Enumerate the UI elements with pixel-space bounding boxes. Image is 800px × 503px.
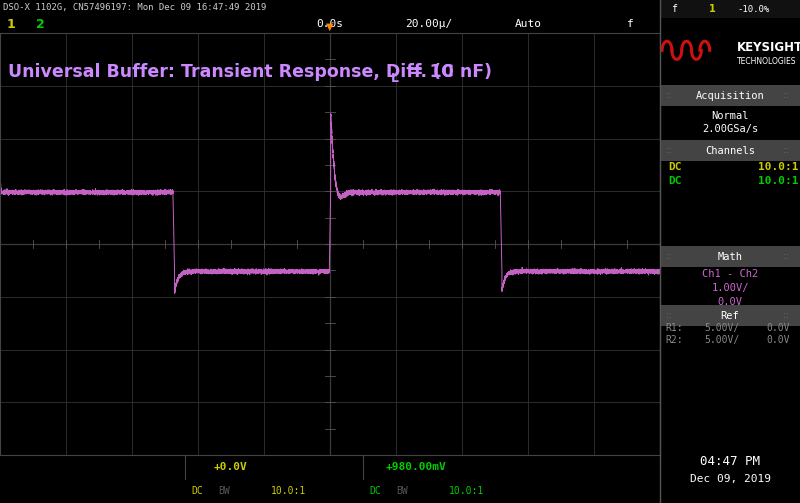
Text: 1: 1 [6,18,15,31]
Text: +0.0V: +0.0V [214,462,248,472]
FancyBboxPatch shape [660,246,800,267]
Text: BW: BW [218,486,230,496]
Text: Normal: Normal [711,111,749,121]
Text: ::: :: [783,146,789,155]
Text: DC: DC [669,176,682,186]
Text: ::: :: [666,311,671,320]
Text: 20.00µ/: 20.00µ/ [406,19,453,29]
Text: DSO-X 1102G, CN57496197: Mon Dec 09 16:47:49 2019: DSO-X 1102G, CN57496197: Mon Dec 09 16:4… [3,3,266,12]
FancyBboxPatch shape [660,140,800,161]
Text: ::: :: [666,146,671,155]
Text: 2: 2 [36,18,45,31]
Text: R2:: R2: [666,334,683,345]
Text: 1: 1 [709,4,716,14]
Text: ::: :: [666,91,671,100]
Text: 10.0:1: 10.0:1 [449,486,484,496]
FancyBboxPatch shape [660,305,800,326]
Text: Math: Math [718,252,742,262]
Text: = 10 nF): = 10 nF) [402,62,491,80]
FancyBboxPatch shape [660,85,800,106]
Text: 0.0V: 0.0V [766,323,790,333]
Text: 10.0:1: 10.0:1 [270,486,306,496]
Text: 5.00V/: 5.00V/ [705,323,740,333]
Text: 0.0V: 0.0V [766,334,790,345]
Text: 10.0:1: 10.0:1 [758,162,798,172]
Text: 5.00V/: 5.00V/ [705,334,740,345]
Text: DC: DC [191,486,203,496]
Text: 0.0s: 0.0s [317,19,343,29]
FancyBboxPatch shape [660,0,800,18]
Text: +980.00mV: +980.00mV [386,462,446,472]
Text: Universal Buffer: Transient Response, Diff. (C: Universal Buffer: Transient Response, Di… [8,62,454,80]
Text: 1.00V/: 1.00V/ [711,283,749,293]
Text: -10.0%: -10.0% [737,5,770,14]
Text: Ch1 - Ch2: Ch1 - Ch2 [702,269,758,279]
Text: L: L [390,72,398,85]
Text: ::: :: [783,91,789,100]
Text: 10.0:1: 10.0:1 [758,176,798,186]
Text: Dec 09, 2019: Dec 09, 2019 [690,474,770,484]
Text: ::: :: [783,252,789,261]
Text: R1:: R1: [666,323,683,333]
Text: 2.00GSa/s: 2.00GSa/s [702,124,758,134]
Text: ::: :: [666,252,671,261]
Text: Channels: Channels [705,146,755,156]
Text: Acquisition: Acquisition [696,91,764,101]
Text: DC: DC [370,486,382,496]
Text: f: f [627,19,634,29]
Text: 04:47 PM: 04:47 PM [700,455,760,468]
Text: KEYSIGHT: KEYSIGHT [737,41,800,54]
FancyBboxPatch shape [660,18,800,80]
Text: Ref: Ref [721,311,739,321]
Text: f: f [671,4,677,14]
Text: Auto: Auto [514,19,542,29]
Text: ▼: ▼ [326,22,334,32]
Text: TECHNOLOGIES: TECHNOLOGIES [737,57,797,66]
Text: DC: DC [669,162,682,172]
Text: ::: :: [783,311,789,320]
Text: 0.0V: 0.0V [718,297,742,307]
Text: BW: BW [396,486,408,496]
